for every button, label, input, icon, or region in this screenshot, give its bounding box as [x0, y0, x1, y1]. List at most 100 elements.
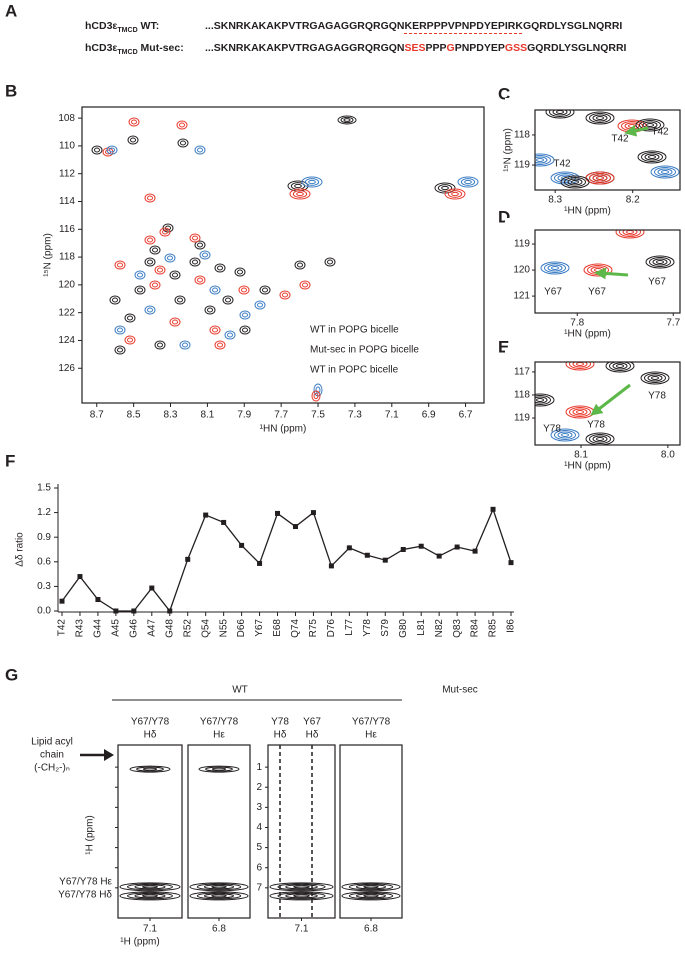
marker	[131, 608, 137, 614]
contour	[282, 292, 288, 298]
y-tick-label: 118	[59, 252, 75, 263]
contour	[340, 116, 354, 124]
contour	[341, 882, 401, 892]
marker	[382, 557, 388, 563]
contour	[285, 893, 318, 899]
marker	[436, 553, 442, 559]
annotation: Lipid acyl	[31, 737, 73, 748]
marker	[292, 524, 298, 530]
contour	[242, 312, 248, 318]
peak-label: T42	[651, 127, 669, 138]
contour	[299, 280, 311, 290]
contour	[109, 295, 121, 305]
sequence-segment: GQRDLYSGLNQRRI	[527, 42, 627, 54]
y-tick-label: 0.6	[37, 556, 51, 567]
contour	[637, 150, 667, 164]
contour	[147, 307, 153, 313]
contour	[167, 255, 173, 261]
contour	[592, 114, 608, 122]
contour	[119, 891, 181, 901]
y-tick-label: 0.9	[37, 532, 51, 543]
marker	[472, 548, 478, 554]
contour	[624, 122, 640, 130]
contour	[172, 272, 178, 278]
legend-entry: WT in POPC bicelle	[310, 365, 399, 376]
contour	[239, 325, 251, 335]
contour	[197, 147, 203, 153]
suffix: WT:	[137, 20, 160, 32]
contour	[176, 120, 188, 130]
contour	[212, 327, 218, 333]
contour	[277, 883, 326, 891]
plot-frame	[81, 106, 485, 404]
peak-label: Y67	[648, 277, 666, 288]
contour	[293, 885, 310, 889]
x-axis-label: ¹H (ppm)	[120, 937, 159, 948]
y-axis-label: ¹⁵N (ppm)	[43, 233, 54, 277]
x-tick-label: R84	[470, 619, 481, 638]
contour	[237, 269, 243, 275]
x-tick-label: 7.7	[274, 410, 288, 421]
contour	[182, 342, 188, 348]
shift-arrow	[624, 124, 649, 137]
y-tick-label: 7	[256, 882, 262, 893]
marker	[328, 563, 334, 569]
contour	[348, 883, 394, 891]
contour	[279, 290, 291, 300]
contour	[238, 285, 250, 295]
box-label: Hδ	[306, 730, 319, 741]
contour	[657, 168, 673, 176]
marker	[95, 597, 101, 603]
arrowhead	[104, 749, 114, 761]
contour	[211, 894, 227, 898]
y-tick-label: 108	[58, 113, 75, 124]
contour	[94, 147, 100, 153]
contour	[134, 270, 146, 280]
contour	[594, 268, 602, 272]
contour	[293, 894, 310, 898]
contour	[127, 337, 133, 343]
contour	[144, 257, 156, 267]
annotation: (-CH₂-)ₙ	[34, 763, 70, 774]
contour	[149, 280, 161, 290]
sequence: ...SKNRKAKAKPVTRGAGAGGRQRGQNKERPPPVPNPDY…	[205, 20, 622, 42]
contour	[589, 113, 611, 123]
sequence-segment: KERPPPVPNPDYEPIRK	[404, 20, 523, 32]
contour	[308, 179, 316, 185]
annotation: chain	[40, 750, 64, 761]
contour	[650, 165, 680, 179]
contour	[447, 190, 463, 198]
contour	[114, 260, 126, 270]
contour	[197, 277, 203, 283]
x-tick-label: 6.7	[459, 410, 473, 421]
y-tick-label: 4	[256, 822, 262, 833]
y-tick-label: 1.2	[37, 507, 51, 518]
marker	[239, 542, 245, 548]
x-tick-label: A47	[146, 619, 157, 637]
x-axis-label: ¹HN (ppm)	[564, 461, 611, 472]
contour	[444, 188, 466, 200]
contour	[554, 430, 576, 440]
contour	[152, 282, 158, 288]
y-tick-label: 1	[256, 762, 262, 773]
contour	[134, 285, 146, 295]
box-label: Hδ	[274, 730, 287, 741]
contour	[164, 253, 176, 263]
marker	[203, 512, 209, 518]
peak-label: T42	[611, 134, 629, 145]
panel-label: G	[5, 665, 18, 684]
contour	[363, 885, 379, 889]
x-tick-label: R52	[182, 619, 193, 638]
contour	[289, 188, 311, 200]
suffix: Mut-sec:	[137, 42, 184, 54]
marker	[364, 552, 370, 558]
sequence-name: hCD3εTMCD Mut-sec:	[85, 42, 205, 64]
contour	[157, 267, 163, 273]
sequence-panel: hCD3εTMCD WT: ...SKNRKAKAKPVTRGAGAGGRQRGQ…	[85, 20, 626, 64]
contour	[327, 259, 333, 265]
contour	[644, 153, 660, 161]
y-tick-label: 121	[513, 291, 530, 302]
x-tick-label: 7.5	[311, 410, 325, 421]
contour	[152, 247, 158, 253]
